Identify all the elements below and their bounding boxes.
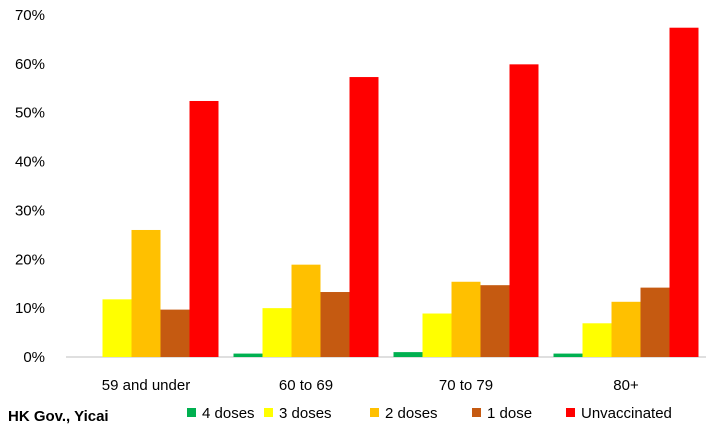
bar: [291, 264, 321, 357]
bar: [669, 27, 699, 358]
legend-label: 1 dose: [487, 405, 532, 422]
legend-label: 2 doses: [385, 405, 438, 422]
legend-swatch: [566, 408, 575, 417]
bar: [611, 301, 641, 357]
legend-swatch: [472, 408, 481, 417]
legend-label: Unvaccinated: [581, 405, 672, 422]
y-tick-label: 50%: [15, 105, 45, 122]
bar: [582, 323, 612, 357]
y-tick-label: 30%: [15, 202, 45, 219]
y-tick-label: 20%: [15, 251, 45, 268]
bar: [233, 353, 263, 357]
bar: [451, 281, 481, 357]
bar: [393, 352, 423, 357]
bar: [480, 285, 510, 357]
y-tick-label: 0%: [23, 349, 45, 366]
bars-group: [102, 27, 699, 358]
x-axis-tick-labels: 59 and under 60 to 69 70 to 79 80+: [102, 377, 639, 394]
bar: [422, 313, 452, 357]
legend-swatch: [187, 408, 196, 417]
legend-swatch: [264, 408, 273, 417]
bar: [640, 287, 670, 357]
legend: 4 doses 3 doses 2 doses 1 dose Unvaccinated: [187, 405, 672, 422]
bar: [349, 77, 379, 357]
legend-label: 3 doses: [279, 405, 332, 422]
y-axis-tick-labels: 0% 10% 20% 30% 40% 50% 60% 70%: [15, 7, 45, 366]
x-tick-label: 60 to 69: [279, 377, 333, 394]
bar: [262, 308, 292, 357]
bar: [131, 229, 161, 357]
x-tick-label: 70 to 79: [439, 377, 493, 394]
bar: [102, 299, 132, 357]
y-tick-label: 60%: [15, 56, 45, 73]
x-tick-label: 80+: [613, 377, 639, 394]
y-tick-label: 10%: [15, 300, 45, 317]
legend-swatch: [370, 408, 379, 417]
bar: [509, 64, 539, 358]
source-label: HK Gov., Yicai: [8, 408, 109, 425]
y-tick-label: 40%: [15, 154, 45, 171]
bar: [320, 292, 350, 357]
bar: [189, 100, 219, 357]
y-tick-label: 70%: [15, 7, 45, 24]
bar: [160, 309, 190, 357]
bar: [553, 353, 583, 357]
x-tick-label: 59 and under: [102, 377, 190, 394]
legend-label: 4 doses: [202, 405, 255, 422]
